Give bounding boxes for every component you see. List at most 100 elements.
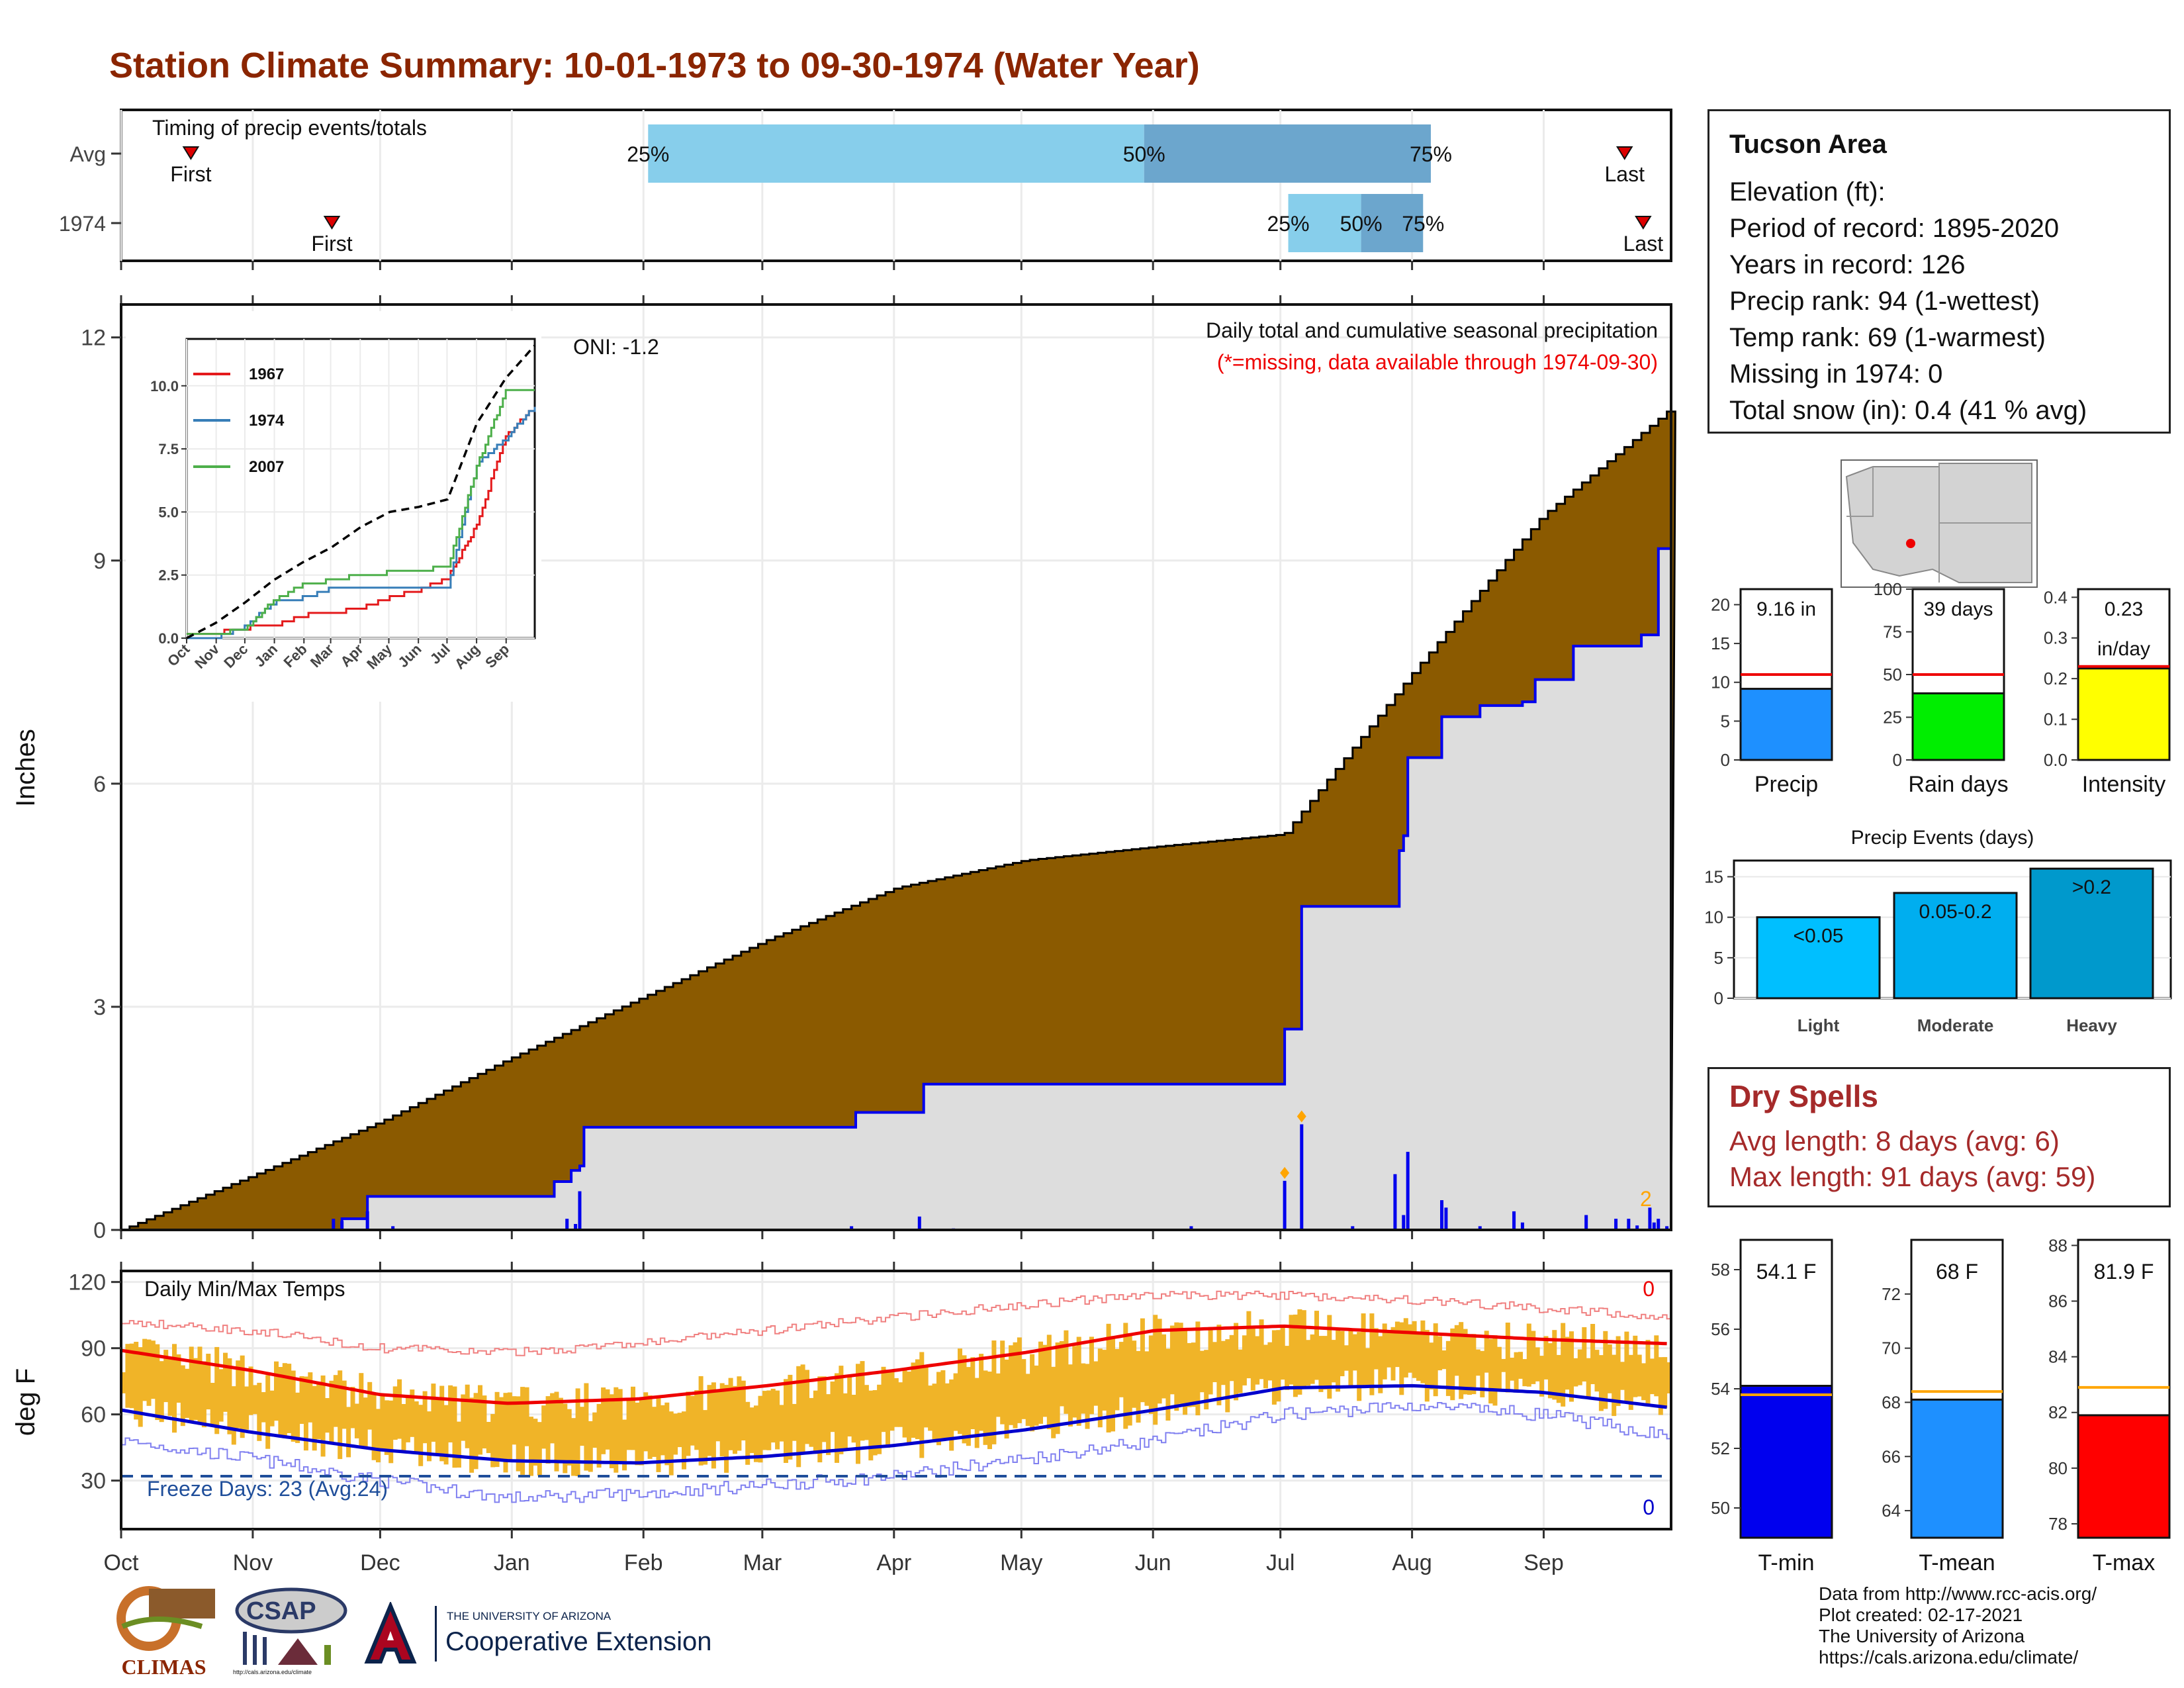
month-tick-label: Mar [743,1550,782,1575]
daily-temp-bar [1547,1343,1553,1399]
timing-range-50-75 [1361,194,1424,252]
station-snow: Total snow (in): 0.4 (41 % avg) [1729,396,2087,425]
daily-temp-bar [1106,1323,1111,1432]
daily-temp-bar [719,1383,725,1457]
avg-max-temp-line [120,1324,1667,1405]
daily-temp-bar [1518,1352,1523,1379]
inset-y-tick-label: 7.5 [158,441,179,457]
precip-events-bar [2029,867,2154,1000]
daily-temp-bar [1280,1325,1285,1380]
timing-p25-label: 25% [627,142,669,166]
month-tick-label: Feb [624,1550,663,1575]
daily-temp-bar [677,1413,682,1448]
station-years: Years in record: 126 [1729,250,1966,279]
daily-temp-bar [180,1365,185,1427]
daily-temp-bar [1046,1335,1052,1430]
climas-logo: CLIMAS [109,1585,218,1679]
timing-first-label: First [311,232,352,256]
daily-precip-bar [365,1211,369,1230]
daily-temp-bar [1450,1328,1455,1401]
daily-temp-bar [1042,1344,1048,1417]
precip-events-range: 0.05-0.2 [1919,901,1991,923]
daily-temp-bar [660,1405,665,1456]
daily-temp-bar [1318,1336,1324,1392]
daily-temp-bar [601,1387,606,1454]
daily-temp-bar [142,1338,148,1401]
daily-temp-bar [558,1397,563,1462]
daily-temp-bar [1297,1309,1302,1395]
daily-temp-bar [877,1384,882,1454]
temp-summary-tick-label: 78 [2048,1514,2068,1534]
daily-temp-bar [1178,1323,1183,1404]
precip-events-chart: Precip Events (days) 0 5 10 15 <0.05 Light 0.0… [1704,827,2172,1035]
daily-temp-bar [919,1352,925,1458]
daily-temp-bar [902,1368,907,1438]
daily-precip-bar [565,1219,569,1230]
daily-temp-bar [1004,1359,1009,1439]
daily-precip-bar [1402,1215,1406,1230]
daily-temp-bar [886,1372,890,1448]
daily-temp-bar [775,1390,780,1450]
daily-temp-bar [1535,1347,1540,1382]
precip-panel: 0 3 6 9 12 Inches Daily total and cumulative… [11,295,1676,1243]
daily-temp-bar [1076,1336,1081,1426]
temp-summary-tick-label: 88 [2048,1235,2068,1255]
daily-temp-bar [427,1411,432,1462]
daily-temp-bar [609,1394,614,1468]
credit-url: https://cals.arizona.edu/climate/ [1819,1647,2079,1667]
daily-temp-bar [1097,1348,1103,1428]
daily-temp-bar [1030,1354,1035,1432]
summary-bar-value-label: 9.16 in [1756,598,1816,620]
daily-temp-bar [1561,1323,1566,1407]
daily-temp-bar [520,1387,525,1475]
daily-temp-bar [414,1401,419,1452]
daily-temp-bar [1115,1348,1120,1411]
daily-temp-bar [529,1417,533,1476]
precip-events-tick-label: 0 [1714,988,1723,1008]
month-tick-label: Dec [360,1550,400,1575]
daily-temp-bar [422,1391,428,1444]
dry-spells-title: Dry Spells [1729,1079,1878,1113]
daily-temp-bar [1140,1318,1145,1403]
daily-precip-bar [1627,1219,1631,1230]
daily-temp-bar [932,1383,937,1442]
ua-divider [435,1606,437,1662]
timing-range-25-50 [648,124,1144,183]
daily-temp-bar [380,1394,385,1449]
daily-temp-bar [1526,1323,1531,1387]
daily-temp-bar [167,1357,173,1416]
location-map [1841,459,2038,588]
daily-temp-bar [758,1395,763,1463]
daily-temp-bar [1216,1325,1222,1405]
timing-range-25-50 [1288,194,1361,252]
daily-temp-bar [1662,1357,1668,1409]
temp-summary-tick-label: 70 [1882,1338,1901,1358]
daily-precip-bar [1283,1180,1287,1230]
daily-temp-bar [1038,1341,1043,1424]
daily-temp-bar [1127,1335,1132,1426]
daily-temp-bar [1565,1336,1570,1390]
daily-temp-bar [512,1396,517,1445]
daily-temp-bar [397,1379,402,1439]
daily-temp-bar [1496,1346,1502,1391]
daily-temp-bar [1594,1350,1600,1392]
daily-temp-bar [240,1355,245,1438]
daily-temp-bar [851,1395,856,1443]
daily-temp-bar [1641,1363,1647,1401]
daily-temp-bar [652,1407,657,1457]
daily-temp-bar [830,1382,835,1432]
inset-year-line-2007 [187,389,535,635]
daily-temp-bar [150,1340,156,1399]
daily-temp-bar [388,1400,394,1464]
daily-temp-bar [1645,1340,1651,1406]
daily-temp-bar [494,1391,500,1468]
daily-temp-bar [392,1386,398,1440]
daily-temp-bar [303,1376,308,1451]
daily-temp-bar [274,1361,279,1421]
daily-temp-bar [1552,1330,1557,1400]
record-min-count: 0 [1643,1495,1655,1519]
daily-temp-bar [864,1385,869,1440]
timing-row-label: 1974 [59,212,106,236]
daily-temp-bar [244,1386,250,1430]
precip-y-axis: 0 3 6 9 12 [81,326,121,1243]
